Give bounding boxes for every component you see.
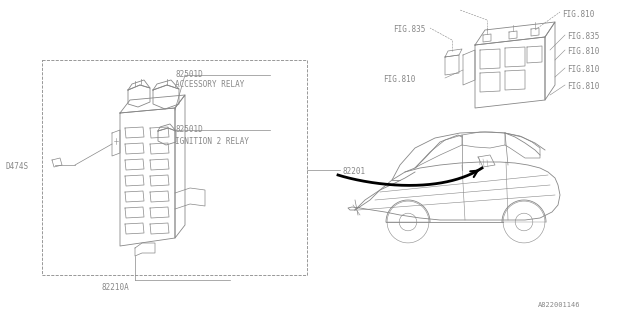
Text: D474S: D474S	[5, 162, 28, 171]
Text: 82210A: 82210A	[101, 283, 129, 292]
Text: 82501D: 82501D	[175, 70, 203, 79]
Text: FIG.810: FIG.810	[567, 82, 600, 91]
Text: 82501D: 82501D	[175, 125, 203, 134]
Bar	[42, 60, 307, 275]
Text: FIG.810: FIG.810	[562, 10, 595, 19]
Text: IGNITION 2 RELAY: IGNITION 2 RELAY	[175, 137, 249, 146]
Text: 82201: 82201	[342, 167, 365, 176]
Text: FIG.835: FIG.835	[393, 25, 426, 34]
Text: FIG.835: FIG.835	[567, 32, 600, 41]
Text: ACCESSORY RELAY: ACCESSORY RELAY	[175, 80, 244, 89]
Text: FIG.810: FIG.810	[383, 75, 415, 84]
Text: FIG.810: FIG.810	[567, 47, 600, 56]
Text: A822001146: A822001146	[538, 302, 580, 308]
Text: FIG.810: FIG.810	[567, 65, 600, 74]
